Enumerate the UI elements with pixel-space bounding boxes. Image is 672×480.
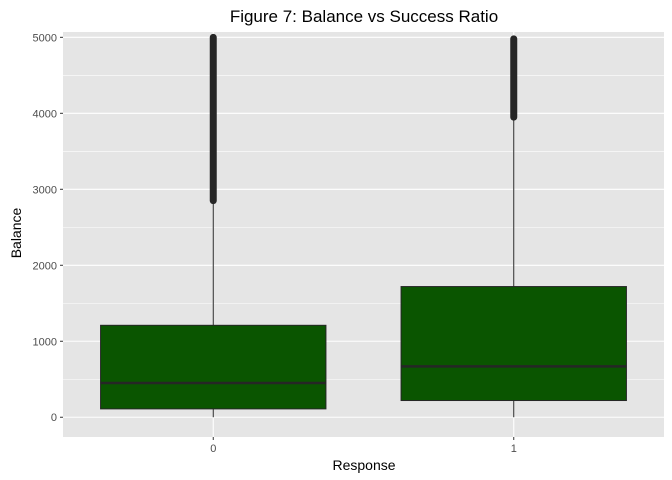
x-tick-label: 1 — [511, 443, 517, 455]
x-axis-title: Response — [332, 457, 395, 473]
y-tick-label: 2000 — [33, 260, 57, 272]
box-body — [100, 324, 327, 410]
box-1 — [400, 35, 627, 418]
y-axis: 0 1000 2000 3000 4000 5000 — [33, 32, 63, 424]
box-0 — [100, 33, 327, 418]
y-tick-label: 3000 — [33, 184, 57, 196]
y-tick-label: 1000 — [33, 336, 57, 348]
y-axis-title: Balance — [8, 207, 24, 258]
chart-title: Figure 7: Balance vs Success Ratio — [230, 7, 498, 26]
y-tick-label: 0 — [51, 412, 57, 424]
box-series — [100, 33, 627, 418]
y-tick-label: 5000 — [33, 32, 57, 44]
x-tick-label: 0 — [210, 443, 216, 455]
y-tick-label: 4000 — [33, 108, 57, 120]
box-body — [400, 286, 627, 402]
